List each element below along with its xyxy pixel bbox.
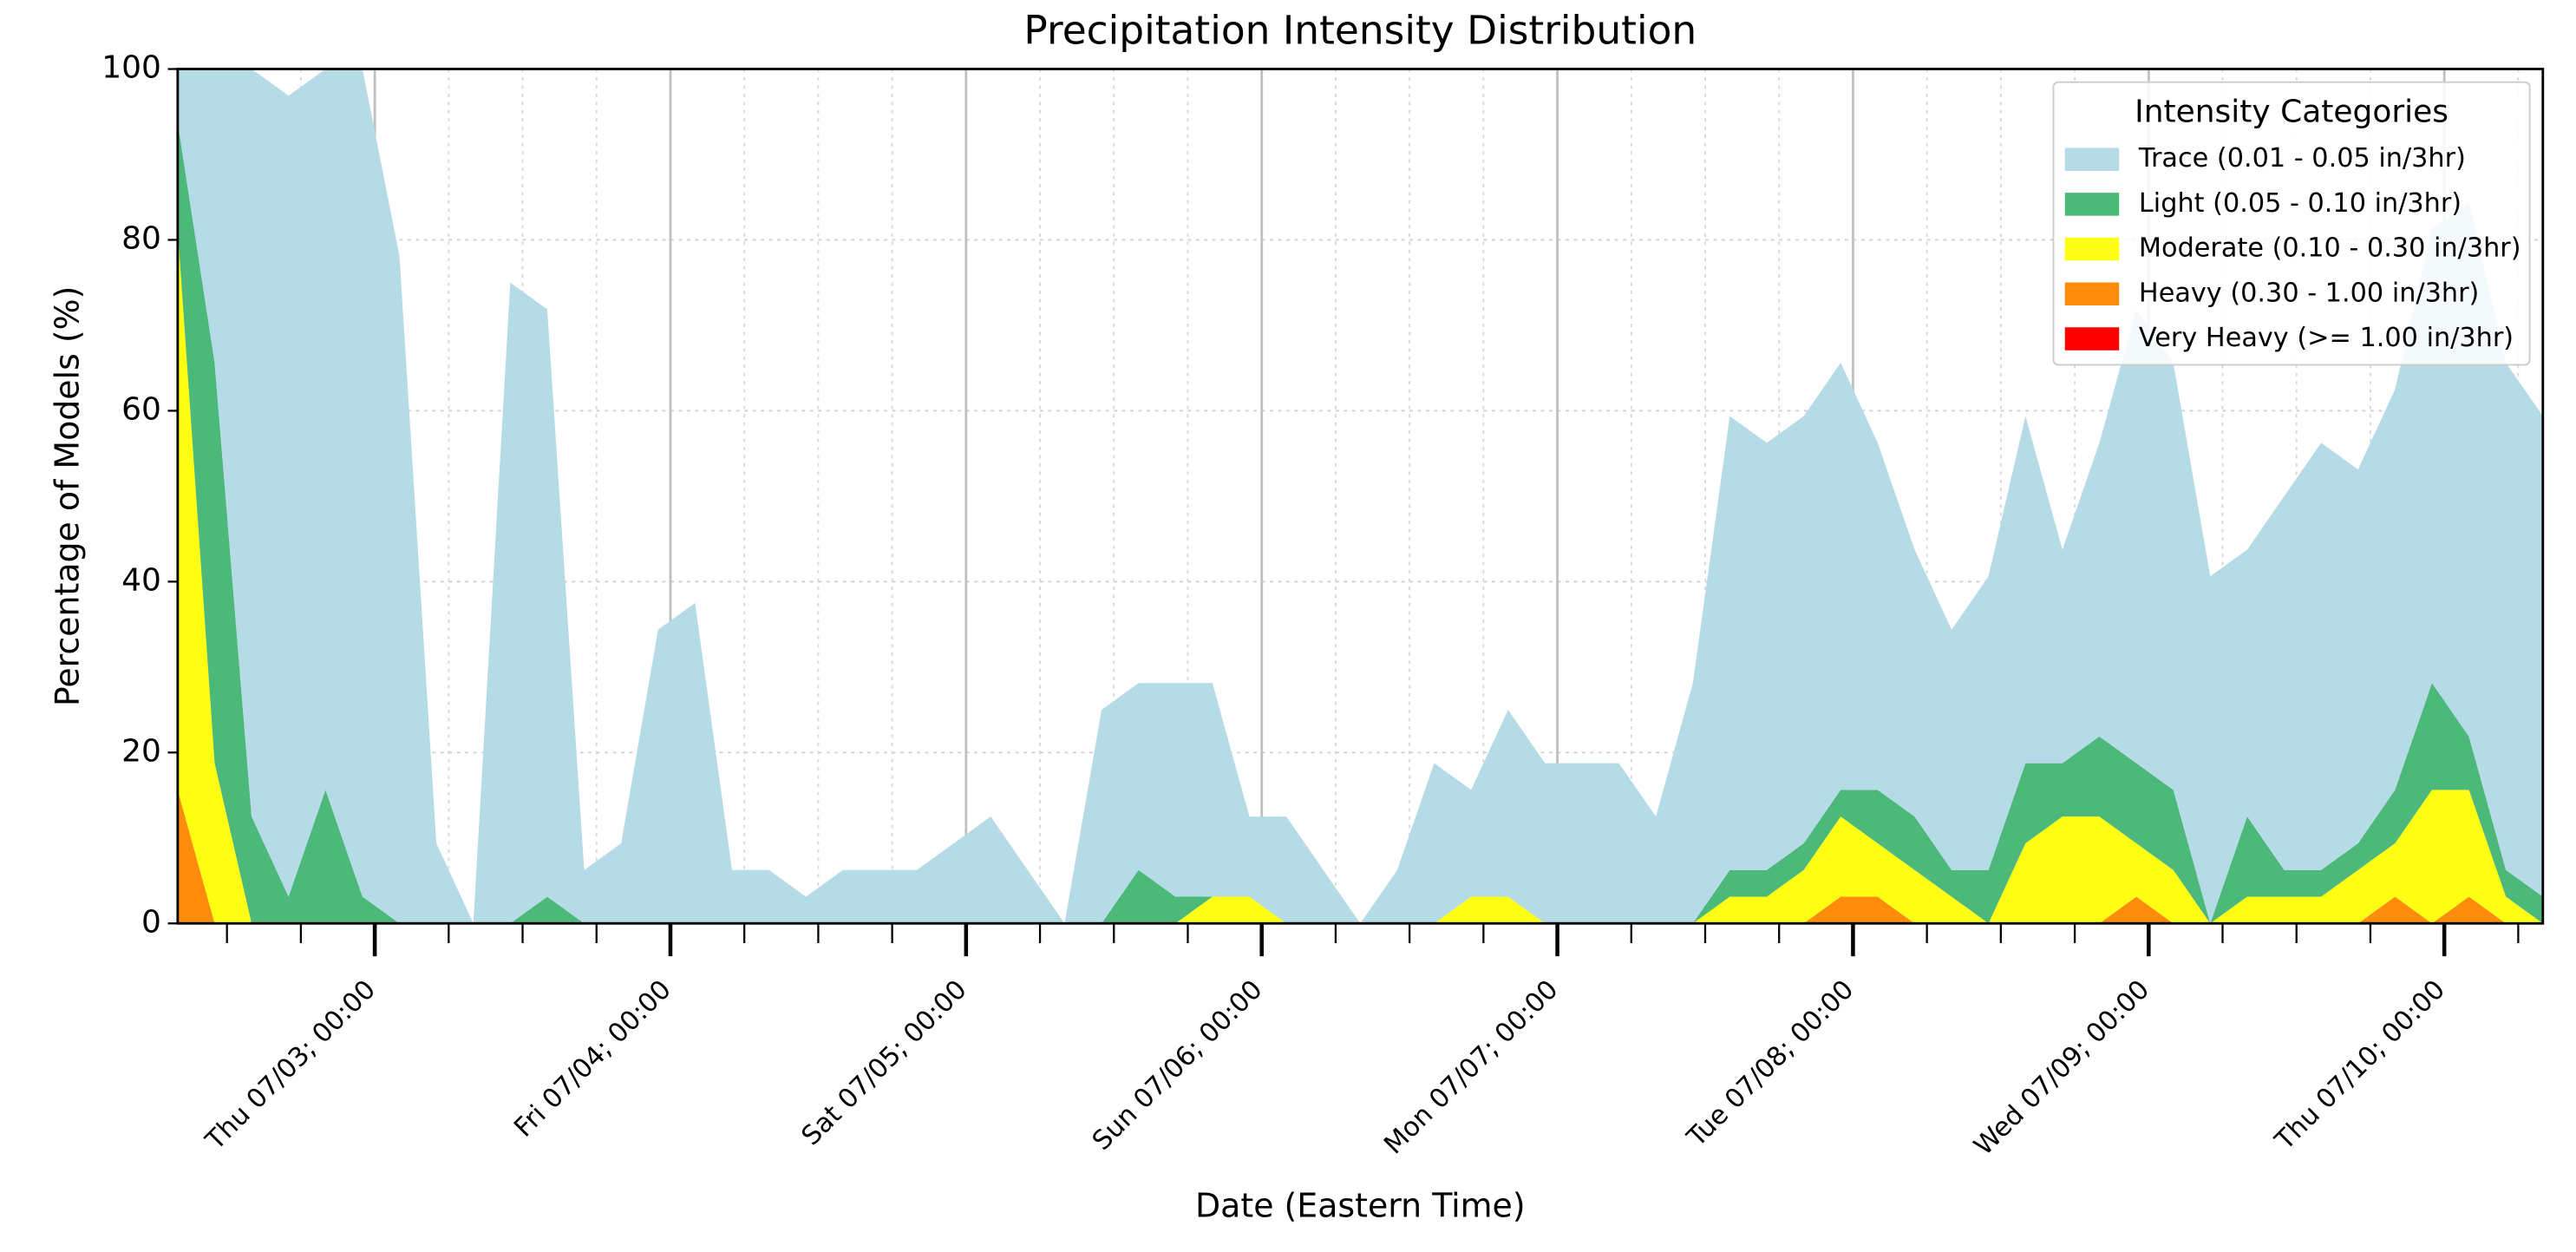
y-tick-label: 100 xyxy=(101,50,161,86)
legend-swatch xyxy=(2064,237,2120,261)
legend-title: Intensity Categories xyxy=(2135,95,2449,130)
legend-swatch xyxy=(2064,147,2120,171)
legend-label: Heavy (0.30 - 1.00 in/3hr) xyxy=(2139,278,2479,308)
x-tick-label: Wed 07/09; 00:00 xyxy=(1969,974,2156,1162)
legend-label: Very Heavy (>= 1.00 in/3hr) xyxy=(2139,323,2514,353)
areas xyxy=(177,69,2543,924)
x-tick-label: Sun 07/06; 00:00 xyxy=(1087,974,1269,1157)
legend: Intensity Categories Trace (0.01 - 0.05 i… xyxy=(2052,81,2531,366)
x-axis-label: Date (Eastern Time) xyxy=(1195,1186,1526,1224)
legend-swatch xyxy=(2064,282,2120,306)
y-tick-label: 20 xyxy=(121,733,161,769)
legend-swatch xyxy=(2064,193,2120,216)
x-tick-label: Thu 07/10; 00:00 xyxy=(2269,974,2451,1157)
y-tick-label: 60 xyxy=(121,391,161,427)
legend-label: Light (0.05 - 0.10 in/3hr) xyxy=(2139,188,2462,219)
x-tick-label: Fri 07/04; 00:00 xyxy=(508,974,677,1143)
x-tick-label: Sat 07/05; 00:00 xyxy=(796,974,973,1151)
area xyxy=(177,69,2543,924)
plot-frame xyxy=(176,68,2545,925)
x-tick-label: Tue 07/08; 00:00 xyxy=(1681,974,1860,1153)
y-axis-label: Percentage of Models (%) xyxy=(48,286,86,706)
chart-title: Precipitation Intensity Distribution xyxy=(1023,7,1697,53)
legend-label: Moderate (0.10 - 0.30 in/3hr) xyxy=(2139,233,2521,264)
legend-label: Trace (0.01 - 0.05 in/3hr) xyxy=(2138,143,2466,174)
y-tick-label: 80 xyxy=(121,220,161,256)
x-tick-label: Mon 07/07; 00:00 xyxy=(1378,974,1564,1160)
x-tick-label: Thu 07/03; 00:00 xyxy=(199,974,382,1157)
legend-box xyxy=(2052,81,2531,366)
y-tick-label: 40 xyxy=(121,562,161,598)
y-tick-label: 0 xyxy=(141,904,161,940)
legend-swatch xyxy=(2064,327,2120,351)
